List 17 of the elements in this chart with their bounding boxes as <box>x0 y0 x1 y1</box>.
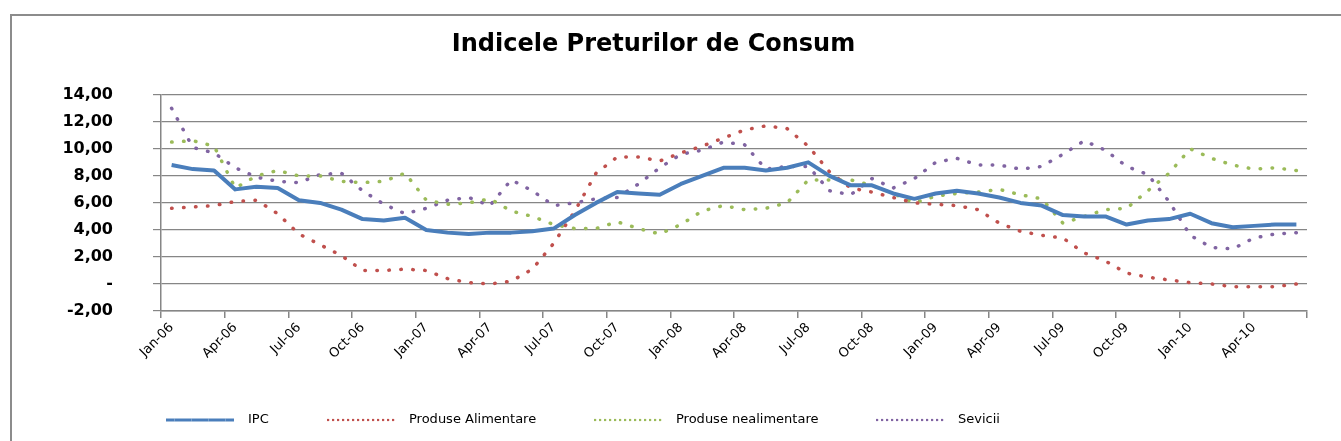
legend-label: Produse nealimentare <box>676 411 819 427</box>
y-tick-label: 2,00 <box>73 246 113 266</box>
y-tick-label: 6,00 <box>73 192 113 212</box>
y-tick-label: - <box>106 273 113 293</box>
y-tick-label: 14,00 <box>62 83 113 103</box>
line-series <box>169 138 1299 236</box>
legend-label: Produse Alimentare <box>409 411 537 427</box>
y-tick-label: 4,00 <box>73 219 113 239</box>
y-tick-label: 10,00 <box>62 138 113 158</box>
legend-label: IPC <box>248 411 269 427</box>
line-series <box>169 106 1299 251</box>
legend-label: Sevicii <box>958 411 1000 427</box>
y-tick-label: 12,00 <box>62 110 113 130</box>
y-tick-label: 8,00 <box>73 165 113 185</box>
line-series <box>169 124 1299 289</box>
y-tick-label: -2,00 <box>66 300 113 320</box>
chart-title: Indicele Preturilor de Consum <box>451 28 856 57</box>
